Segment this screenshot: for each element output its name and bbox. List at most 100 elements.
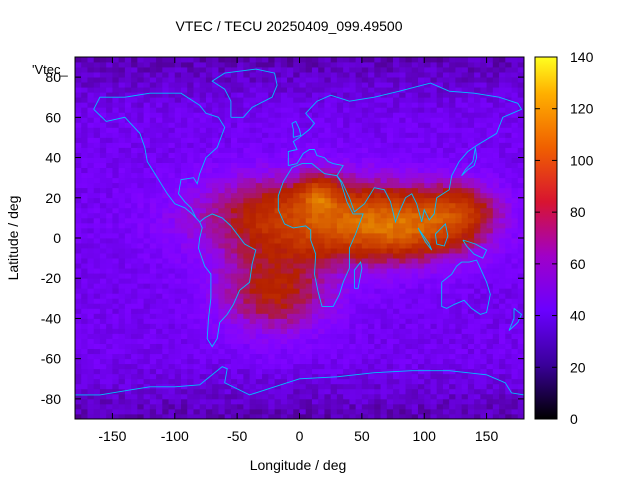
heatmap-cell	[99, 182, 107, 189]
heatmap-cell	[455, 328, 463, 334]
heatmap-cell	[480, 258, 487, 264]
heatmap-cell	[118, 147, 126, 153]
heatmap-cell	[461, 258, 469, 264]
heatmap-cell	[380, 338, 388, 344]
heatmap-cell	[368, 363, 375, 370]
heatmap-cell	[93, 338, 101, 344]
heatmap-cell	[361, 398, 369, 405]
heatmap-cell	[93, 222, 101, 229]
heatmap-cell	[81, 227, 88, 234]
heatmap-cell	[311, 157, 319, 163]
heatmap-cell	[243, 147, 251, 153]
heatmap-cell	[430, 323, 438, 329]
heatmap-cell	[380, 187, 388, 194]
heatmap-cell	[124, 408, 132, 415]
heatmap-cell	[486, 192, 494, 199]
heatmap-cell	[205, 77, 213, 83]
heatmap-cell	[280, 363, 288, 370]
heatmap-cell	[361, 293, 369, 299]
heatmap-cell	[299, 217, 307, 224]
heatmap-cell	[168, 122, 176, 128]
heatmap-cell	[442, 92, 450, 98]
heatmap-cell	[87, 283, 95, 289]
heatmap-cell	[187, 62, 194, 68]
heatmap-cell	[393, 97, 400, 103]
heatmap-cell	[174, 243, 182, 249]
heatmap-cell	[455, 62, 463, 68]
heatmap-cell	[237, 162, 244, 169]
heatmap-cell	[174, 192, 182, 199]
heatmap-cell	[205, 62, 213, 68]
heatmap-cell	[361, 127, 369, 133]
heatmap-cell	[149, 72, 157, 78]
heatmap-cell	[156, 353, 163, 360]
heatmap-cell	[205, 157, 213, 163]
heatmap-cell	[386, 147, 394, 153]
heatmap-cell	[436, 132, 444, 138]
heatmap-cell	[467, 202, 475, 209]
heatmap-cell	[205, 358, 213, 365]
heatmap-cell	[380, 232, 388, 239]
heatmap-cell	[480, 313, 487, 319]
heatmap-cell	[199, 72, 207, 78]
heatmap-cell	[436, 162, 444, 169]
heatmap-cell	[249, 182, 257, 189]
heatmap-cell	[474, 97, 481, 103]
heatmap-cell	[436, 227, 444, 234]
heatmap-cell	[162, 358, 169, 365]
heatmap-cell	[168, 413, 176, 420]
heatmap-cell	[355, 308, 363, 314]
heatmap-cell	[205, 363, 213, 370]
heatmap-cell	[187, 263, 194, 269]
heatmap-cell	[474, 263, 481, 269]
heatmap-cell	[287, 243, 294, 249]
heatmap-cell	[174, 162, 182, 169]
heatmap-cell	[449, 308, 456, 314]
heatmap-cell	[499, 102, 506, 108]
heatmap-cell	[162, 172, 169, 179]
heatmap-cell	[355, 368, 363, 375]
heatmap-cell	[311, 87, 319, 93]
heatmap-cell	[193, 308, 201, 314]
heatmap-cell	[424, 222, 431, 229]
heatmap-cell	[99, 393, 107, 400]
heatmap-cell	[324, 293, 332, 299]
heatmap-cell	[455, 378, 463, 385]
heatmap-cell	[492, 388, 500, 395]
heatmap-cell	[343, 398, 350, 405]
heatmap-cell	[411, 308, 419, 314]
heatmap-cell	[505, 288, 512, 294]
heatmap-cell	[193, 112, 201, 118]
heatmap-cell	[237, 373, 244, 380]
heatmap-cell	[124, 403, 132, 410]
heatmap-cell	[417, 77, 425, 83]
heatmap-cell	[218, 348, 226, 355]
heatmap-cell	[299, 77, 307, 83]
heatmap-cell	[218, 338, 226, 344]
heatmap-cell	[99, 122, 107, 128]
heatmap-cell	[287, 67, 294, 73]
heatmap-cell	[143, 192, 151, 199]
heatmap-cell	[330, 207, 338, 214]
heatmap-cell	[81, 268, 88, 274]
heatmap-cell	[124, 313, 132, 319]
heatmap-cell	[193, 298, 201, 304]
heatmap-cell	[143, 328, 151, 334]
heatmap-cell	[386, 348, 394, 355]
heatmap-cell	[505, 343, 512, 350]
heatmap-cell	[81, 378, 88, 385]
heatmap-cell	[131, 403, 138, 410]
heatmap-cell	[162, 388, 169, 395]
heatmap-cell	[205, 383, 213, 390]
heatmap-cell	[424, 137, 431, 143]
heatmap-cell	[430, 408, 438, 415]
heatmap-cell	[75, 172, 82, 179]
heatmap-cell	[168, 238, 176, 244]
heatmap-cell	[143, 182, 151, 189]
heatmap-cell	[336, 187, 344, 194]
heatmap-cell	[193, 393, 201, 400]
heatmap-cell	[318, 217, 325, 224]
heatmap-cell	[249, 253, 257, 259]
heatmap-cell	[330, 303, 338, 309]
heatmap-cell	[467, 147, 475, 153]
